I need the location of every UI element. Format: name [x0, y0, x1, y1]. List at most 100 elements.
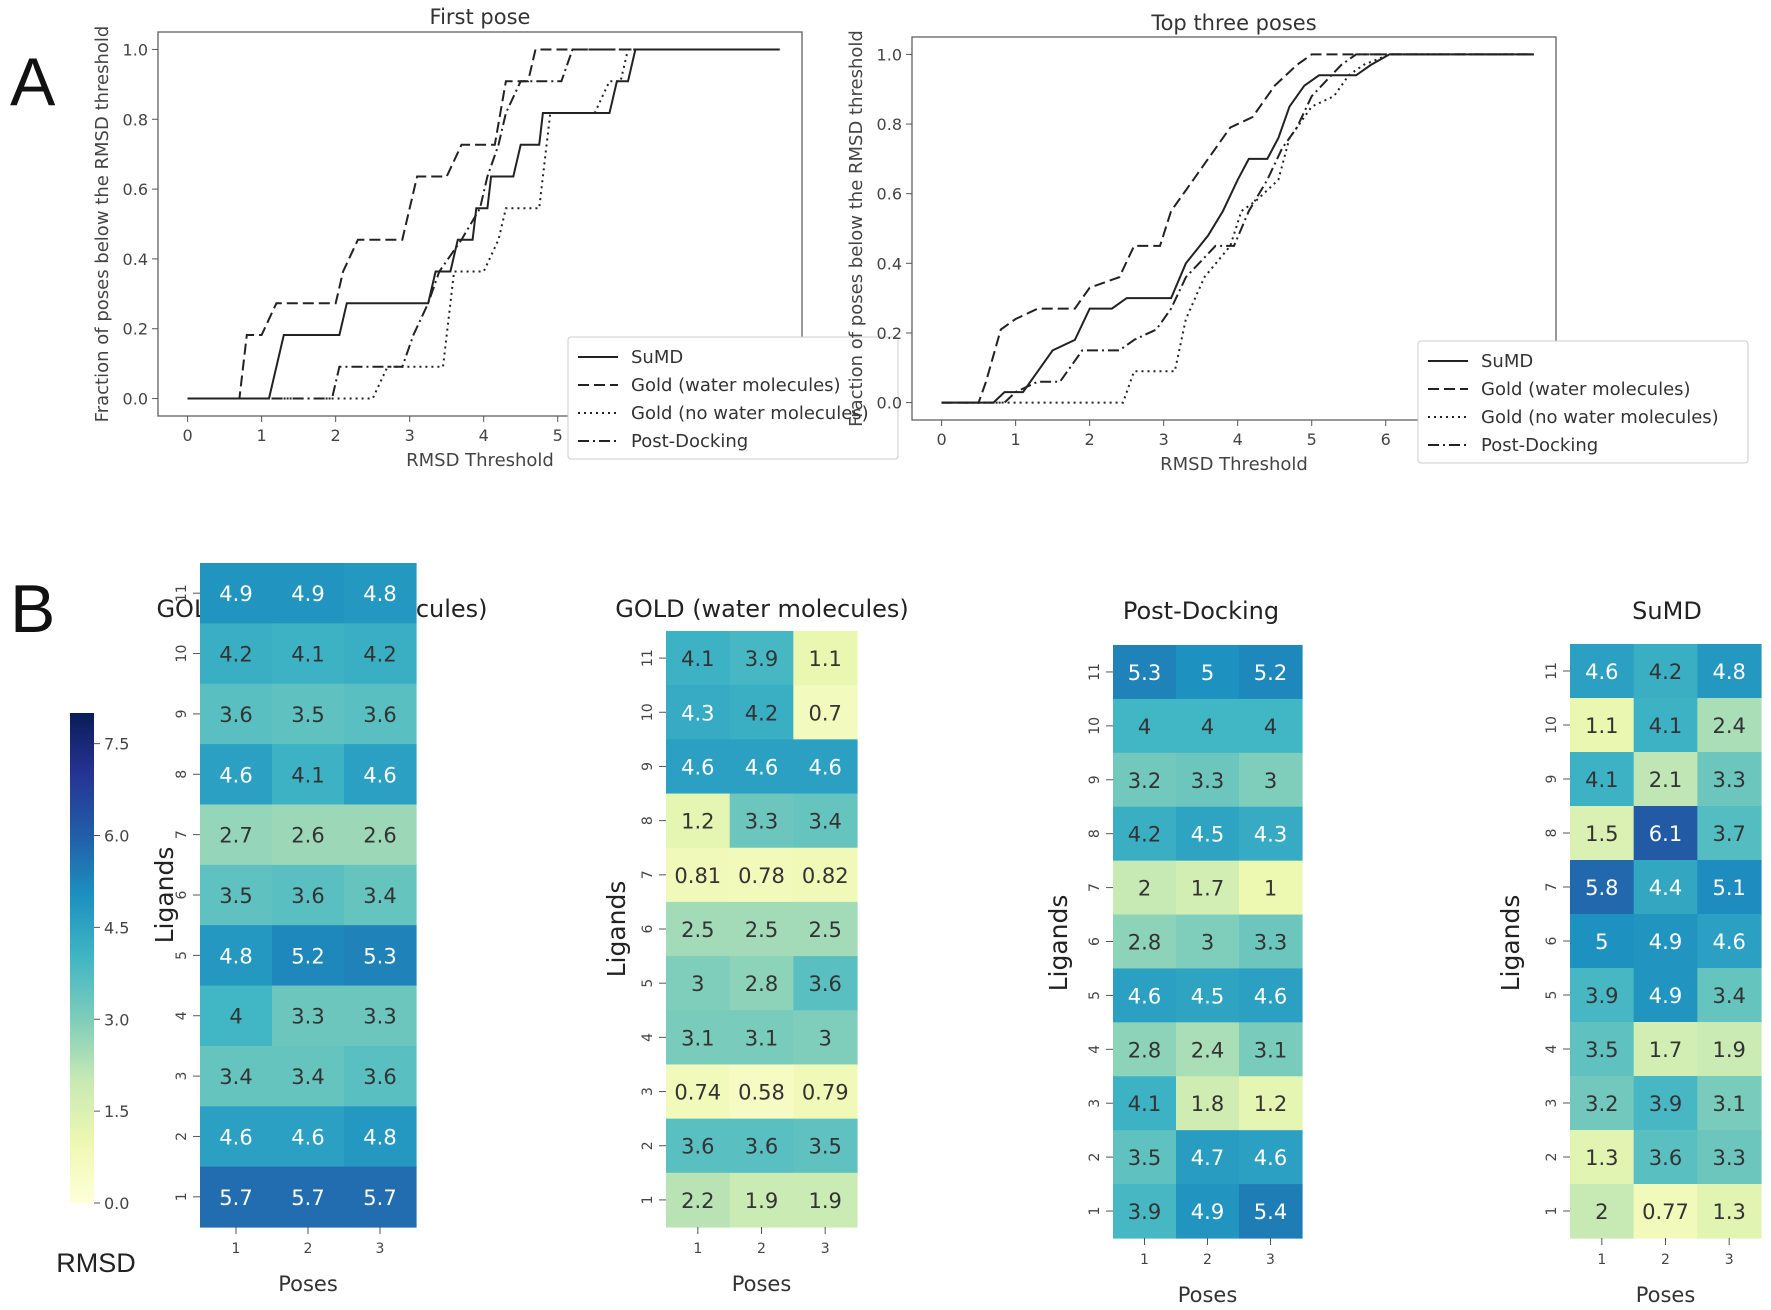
cell-value: 4.6: [745, 756, 778, 780]
heatmap-cell: [1633, 644, 1698, 699]
heatmap-cell: [1633, 1022, 1698, 1077]
cell-value: 1.1: [808, 647, 841, 671]
heatmap-cell: [793, 956, 858, 1011]
heatmap-cell: [1176, 806, 1240, 862]
cell-value: 0.7: [808, 701, 841, 725]
cell-value: 3.9: [745, 647, 778, 671]
cell-value: 1.3: [1712, 1200, 1745, 1224]
cell-value: 4: [229, 1005, 242, 1029]
cell-value: 3.3: [1254, 931, 1287, 955]
heatmap-cell: [1633, 1076, 1698, 1131]
x-tick-label: 2: [757, 1241, 766, 1257]
cell-value: 2.4: [1712, 714, 1745, 738]
cell-value: 3.3: [1712, 1146, 1745, 1170]
cell-value: 1.2: [1254, 1092, 1287, 1116]
cell-value: 4.6: [219, 763, 252, 787]
y-tick-label: 4: [640, 1033, 656, 1042]
heatmap-cell: [200, 1106, 273, 1168]
x-axis-label: RMSD Threshold: [406, 450, 554, 471]
heatmap-cell: [793, 739, 858, 795]
cell-value: 5.2: [1254, 661, 1287, 685]
cell-value: 3.4: [363, 884, 396, 908]
y-tick-label: 3: [640, 1087, 656, 1096]
cell-value: 5.1: [1712, 876, 1745, 900]
cell-value: 1.9: [808, 1189, 841, 1213]
heatmap-cell: [1113, 698, 1177, 754]
cell-value: 4.9: [219, 582, 252, 606]
cell-value: 4.3: [681, 701, 714, 725]
y-tick-label: 3: [174, 1072, 190, 1081]
y-tick-label: 0.6: [123, 180, 148, 199]
heatmap-cell: [1570, 968, 1635, 1023]
cell-value: 2.6: [291, 824, 324, 848]
cell-value: 3.2: [1128, 769, 1161, 793]
heatmap-cell: [1176, 752, 1240, 808]
y-tick-label: 11: [640, 649, 656, 667]
heatmap-cell: [272, 744, 345, 806]
cell-value: 3.5: [1585, 1038, 1618, 1062]
cell-value: 2.4: [1191, 1038, 1224, 1062]
x-tick-label: 2: [1085, 430, 1095, 449]
cell-value: 0.79: [802, 1081, 849, 1105]
heatmap-cell: [1697, 914, 1762, 969]
y-tick-label: 9: [1544, 775, 1560, 784]
cell-value: 3.9: [1585, 984, 1618, 1008]
cell-value: 2.5: [745, 918, 778, 942]
heatmap-cell: [1697, 806, 1762, 861]
cell-value: 4.6: [291, 1126, 324, 1150]
heatmap-cell: [1570, 806, 1635, 861]
cell-value: 4.2: [219, 643, 252, 667]
cell-value: 3: [691, 972, 704, 996]
heatmap-cell: [1176, 1130, 1240, 1185]
x-tick-label: 2: [304, 1241, 313, 1257]
x-tick-label: 3: [376, 1241, 385, 1257]
cell-value: 4: [1264, 715, 1277, 739]
heatmap-cell: [272, 864, 345, 926]
heatmap-title: Post-Docking: [1123, 597, 1279, 625]
heatmap-cell: [793, 1118, 858, 1174]
y-tick-label: 3: [1544, 1099, 1560, 1108]
heatmap-cell: [1570, 860, 1635, 915]
heatmap-cell: [666, 956, 731, 1011]
heatmap-cell: [1239, 698, 1303, 754]
heatmap-gold-water: GOLD (water molecules) 4.1 3.9 1.1 4.3 4.2 0.7…: [602, 595, 909, 1296]
heatmap-cell: [1113, 968, 1177, 1023]
cell-value: 5.4: [1254, 1200, 1287, 1224]
heatmap-cell: [1570, 752, 1635, 807]
chart-title: First pose: [430, 5, 531, 29]
heatmap-cell: [200, 804, 273, 866]
cell-value: 1.9: [1712, 1038, 1745, 1062]
heatmap-cell: [1633, 1130, 1698, 1185]
x-tick-label: 1: [232, 1241, 241, 1257]
heatmap-cell: [344, 744, 417, 806]
y-tick-label: 6: [640, 924, 656, 933]
heatmap-cell: [1113, 1022, 1177, 1077]
x-tick-label: 2: [1661, 1252, 1670, 1268]
y-tick-label: 2: [640, 1141, 656, 1150]
heatmap-cell: [729, 1172, 794, 1228]
y-tick-label: 1: [174, 1192, 190, 1201]
heatmap-cell: [1239, 860, 1303, 916]
x-axis-label: RMSD Threshold: [1160, 454, 1308, 475]
heatmap-cell: [1176, 914, 1240, 970]
heatmap-cell: [729, 793, 794, 849]
cell-value: 5.3: [1128, 661, 1161, 685]
heatmap-cell: [272, 804, 345, 866]
heatmap-cell: [272, 1106, 345, 1168]
cell-value: 4: [1201, 715, 1214, 739]
y-tick-label: 11: [1544, 662, 1560, 680]
heatmap-cell: [666, 631, 731, 686]
series-line-dashed: [941, 53, 1534, 404]
x-tick-label: 0: [183, 426, 193, 445]
heatmap-cell: [1239, 1184, 1303, 1239]
cell-value: 4.1: [291, 763, 324, 787]
heatmap-cell: [666, 1064, 731, 1120]
heatmap-cell: [1113, 1076, 1177, 1131]
heatmap-cell: [1570, 1184, 1635, 1239]
heatmap-cell: [200, 864, 273, 926]
cell-value: 4.2: [1128, 823, 1161, 847]
series-line-dotted: [941, 53, 1534, 404]
cell-value: 1.7: [1191, 877, 1224, 901]
x-tick-label: 3: [1266, 1252, 1275, 1268]
heatmap-cell: [793, 685, 858, 740]
